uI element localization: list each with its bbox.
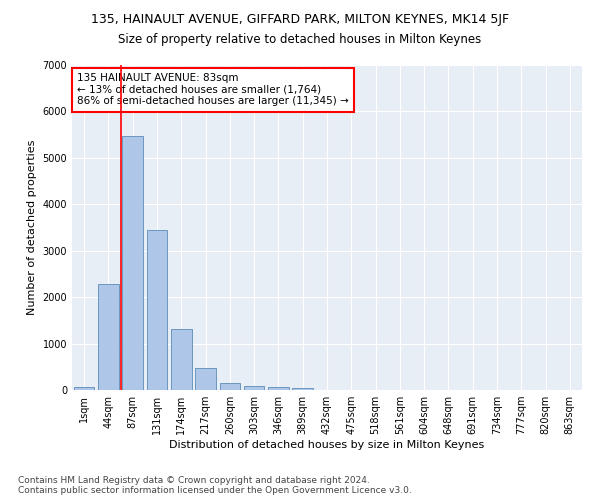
Bar — [292, 388, 313, 390]
Bar — [122, 136, 143, 390]
Bar — [171, 329, 191, 390]
Bar — [74, 386, 94, 390]
Text: 135, HAINAULT AVENUE, GIFFARD PARK, MILTON KEYNES, MK14 5JF: 135, HAINAULT AVENUE, GIFFARD PARK, MILT… — [91, 12, 509, 26]
Bar — [195, 368, 216, 390]
Bar — [146, 230, 167, 390]
Text: 135 HAINAULT AVENUE: 83sqm
← 13% of detached houses are smaller (1,764)
86% of s: 135 HAINAULT AVENUE: 83sqm ← 13% of deta… — [77, 73, 349, 106]
Y-axis label: Number of detached properties: Number of detached properties — [27, 140, 37, 315]
Bar — [220, 383, 240, 390]
Bar — [244, 386, 265, 390]
Text: Size of property relative to detached houses in Milton Keynes: Size of property relative to detached ho… — [118, 32, 482, 46]
Text: Contains HM Land Registry data © Crown copyright and database right 2024.
Contai: Contains HM Land Registry data © Crown c… — [18, 476, 412, 495]
Bar — [98, 284, 119, 390]
Bar — [268, 388, 289, 390]
X-axis label: Distribution of detached houses by size in Milton Keynes: Distribution of detached houses by size … — [169, 440, 485, 450]
